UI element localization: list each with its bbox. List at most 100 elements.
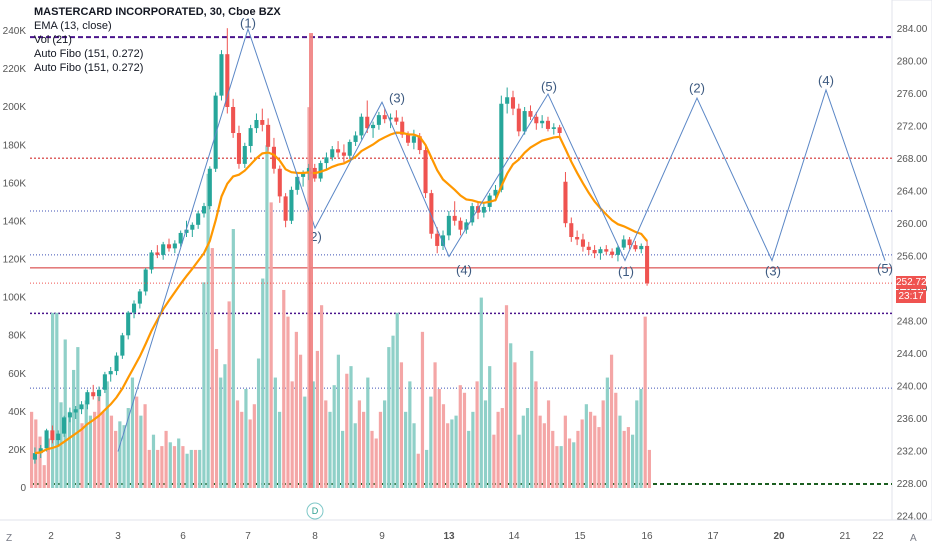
corner-left-label[interactable]: Z — [6, 533, 13, 544]
volume-bar — [446, 423, 450, 488]
volume-bar — [462, 392, 467, 488]
volume-bar — [206, 173, 210, 488]
candle-body — [277, 168, 282, 197]
candle-body — [260, 120, 265, 125]
volume-bar — [160, 446, 164, 488]
volume-bar — [265, 145, 269, 488]
candle-body — [586, 246, 591, 250]
volume-bar — [46, 438, 51, 488]
volume-tick-label: 200K — [3, 102, 27, 113]
candle-body — [108, 371, 113, 375]
volume-bar — [496, 411, 500, 488]
volume-bar — [525, 408, 530, 488]
volume-bar — [72, 369, 76, 488]
time-tick-label: 8 — [312, 531, 318, 542]
volume-bar — [630, 434, 635, 488]
candle-body — [196, 213, 201, 225]
candle-body — [458, 220, 463, 230]
volume-bar — [38, 436, 42, 488]
candle-body — [516, 108, 521, 132]
elliott-wave-line — [117, 27, 886, 452]
candle-body — [371, 124, 376, 129]
volume-bar — [42, 465, 46, 488]
candle-body — [627, 239, 632, 246]
candle-body — [219, 54, 224, 96]
volume-bar — [168, 442, 172, 488]
candle-body — [306, 167, 311, 174]
volume-bar — [513, 362, 517, 488]
wave-projection-label: (3) — [765, 263, 781, 278]
candle-body — [97, 389, 102, 397]
wave-label: (4) — [456, 263, 472, 278]
candle-body — [73, 409, 78, 413]
candle-body — [540, 120, 545, 124]
volume-bar — [202, 282, 206, 488]
volume-bar — [399, 362, 404, 488]
volume-bar — [635, 400, 639, 488]
volume-bar — [609, 354, 614, 488]
candle-body — [534, 116, 539, 124]
volume-bar — [105, 381, 109, 488]
candle-body — [615, 247, 620, 255]
volume-bar — [282, 289, 286, 488]
volume-bar — [93, 411, 97, 488]
price-axis — [891, 0, 932, 521]
volume-bar — [286, 316, 290, 488]
candle-body — [254, 120, 259, 129]
corner-right-label[interactable]: A — [910, 533, 917, 544]
volume-tick-label: 180K — [3, 140, 27, 151]
price-tick-label: 252.00 — [897, 284, 928, 295]
volume-bar — [177, 438, 181, 488]
candle-body — [633, 245, 638, 250]
volume-bar — [67, 411, 72, 488]
volume-bar — [345, 373, 349, 488]
price-tick-label: 260.00 — [897, 219, 928, 230]
candle-body — [336, 149, 341, 153]
legend-volume: Vol (21) — [34, 34, 72, 46]
time-tick-label: 21 — [839, 531, 851, 542]
price-tick-label: 280.00 — [897, 57, 928, 68]
candle-body — [91, 392, 96, 397]
time-tick-label: 15 — [574, 531, 586, 542]
volume-bar — [118, 421, 122, 488]
volume-bar — [420, 331, 425, 488]
volume-bar — [458, 385, 462, 488]
volume-bar — [181, 446, 185, 488]
candle-body — [347, 141, 352, 156]
volume-tick-label: 0 — [20, 483, 26, 494]
candle-body — [126, 312, 131, 336]
volume-bar — [542, 423, 546, 488]
volume-bar — [147, 449, 151, 488]
candle-body — [301, 173, 306, 177]
volume-bar — [349, 366, 353, 488]
volume-bar — [614, 392, 618, 488]
candle-body — [645, 245, 650, 284]
dividend-marker — [306, 502, 324, 520]
price-tick-label: 248.00 — [897, 317, 928, 328]
volume-bar — [336, 354, 340, 488]
candle-body — [190, 224, 195, 230]
candle-body — [545, 120, 551, 129]
volume-bar — [593, 415, 597, 488]
candle-body — [324, 157, 329, 164]
volume-bar — [139, 415, 143, 488]
volume-tick-label: 240K — [3, 26, 27, 37]
candle-body — [67, 412, 72, 418]
volume-tick-label: 40K — [8, 407, 26, 418]
volume-bar — [315, 350, 319, 488]
candle-body — [131, 303, 137, 313]
volume-bar — [509, 343, 513, 488]
candle-body — [522, 111, 527, 132]
candle-body — [85, 392, 90, 405]
volume-bar — [370, 430, 374, 488]
volume-bar — [76, 347, 80, 488]
candle-body — [528, 111, 533, 117]
candle-body — [114, 355, 119, 372]
volume-bar — [450, 419, 454, 488]
candle-body — [155, 252, 160, 255]
volume-bar — [126, 408, 130, 488]
volume-bar — [584, 404, 588, 488]
volume-bar — [261, 278, 265, 488]
wave-projection-label: (4) — [818, 73, 834, 88]
